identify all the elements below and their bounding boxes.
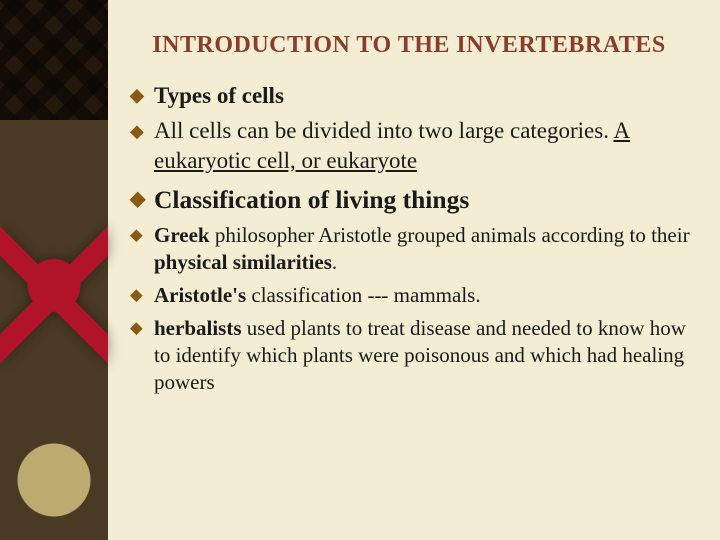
bullet-classification: Classification of living things <box>126 183 692 216</box>
slide-content: INTRODUCTION TO THE INVERTEBRATES Types … <box>108 0 720 540</box>
text-rest: classification --- mammals. <box>246 283 480 307</box>
bold-aristotle: Aristotle's <box>154 283 246 307</box>
bullet-types-of-cells: Types of cells <box>126 81 692 110</box>
text-mid: philosopher Aristotle grouped animals ac… <box>210 223 690 247</box>
bullet-aristotle: Aristotle's classification --- mammals. <box>126 282 692 309</box>
bullet-greek: Greek philosopher Aristotle grouped anim… <box>126 222 692 276</box>
bullet-all-cells: All cells can be divided into two large … <box>126 116 692 175</box>
bold-physical: physical similarities <box>154 250 332 274</box>
bullet-list: Types of cells All cells can be divided … <box>126 81 692 396</box>
bullet-herbalists: herbalists used plants to treat disease … <box>126 315 692 396</box>
text-end: . <box>332 250 337 274</box>
slide-title: INTRODUCTION TO THE INVERTEBRATES <box>126 32 692 59</box>
bullet-text: Types of cells <box>154 83 284 108</box>
bold-herbalists: herbalists <box>154 316 242 340</box>
bold-greek: Greek <box>154 223 210 247</box>
ornament-graphic <box>0 200 108 390</box>
bullet-text-pre: All cells can be divided into two large … <box>154 118 613 143</box>
bullet-text: Classification of living things <box>154 185 469 214</box>
decorative-sidebar <box>0 0 108 540</box>
